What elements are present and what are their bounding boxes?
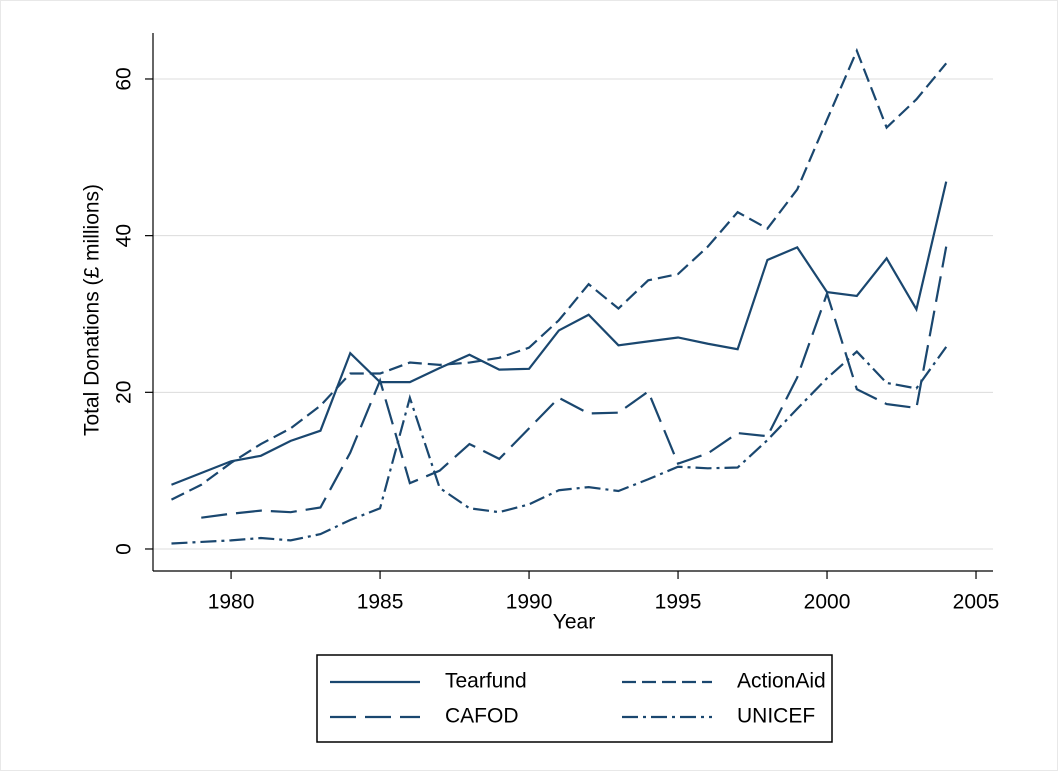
y-tick-label: 20: [113, 381, 136, 404]
x-tick-label: 1990: [506, 591, 553, 614]
x-tick-label: 1985: [357, 591, 404, 614]
legend-box: [316, 654, 833, 743]
x-tick-label: 2000: [804, 591, 851, 614]
series-line: [171, 346, 948, 545]
x-tick-label: 1980: [208, 591, 255, 614]
x-tick-label: 1995: [655, 591, 702, 614]
legend-label: CAFOD: [445, 705, 519, 728]
y-tick-label: 60: [113, 67, 136, 90]
y-tick-label: 40: [113, 224, 136, 247]
series-line: [170, 47, 948, 501]
series-line: [171, 181, 948, 486]
series-line: [201, 246, 948, 519]
y-axis-title: Total Donations (£ millions): [81, 184, 104, 436]
legend-label: Tearfund: [445, 670, 527, 693]
legend-label: ActionAid: [737, 670, 826, 693]
x-axis-title: Year: [553, 611, 595, 634]
y-tick-label: 0: [113, 543, 136, 555]
x-tick-label: 2005: [953, 591, 1000, 614]
legend-label: UNICEF: [737, 705, 815, 728]
